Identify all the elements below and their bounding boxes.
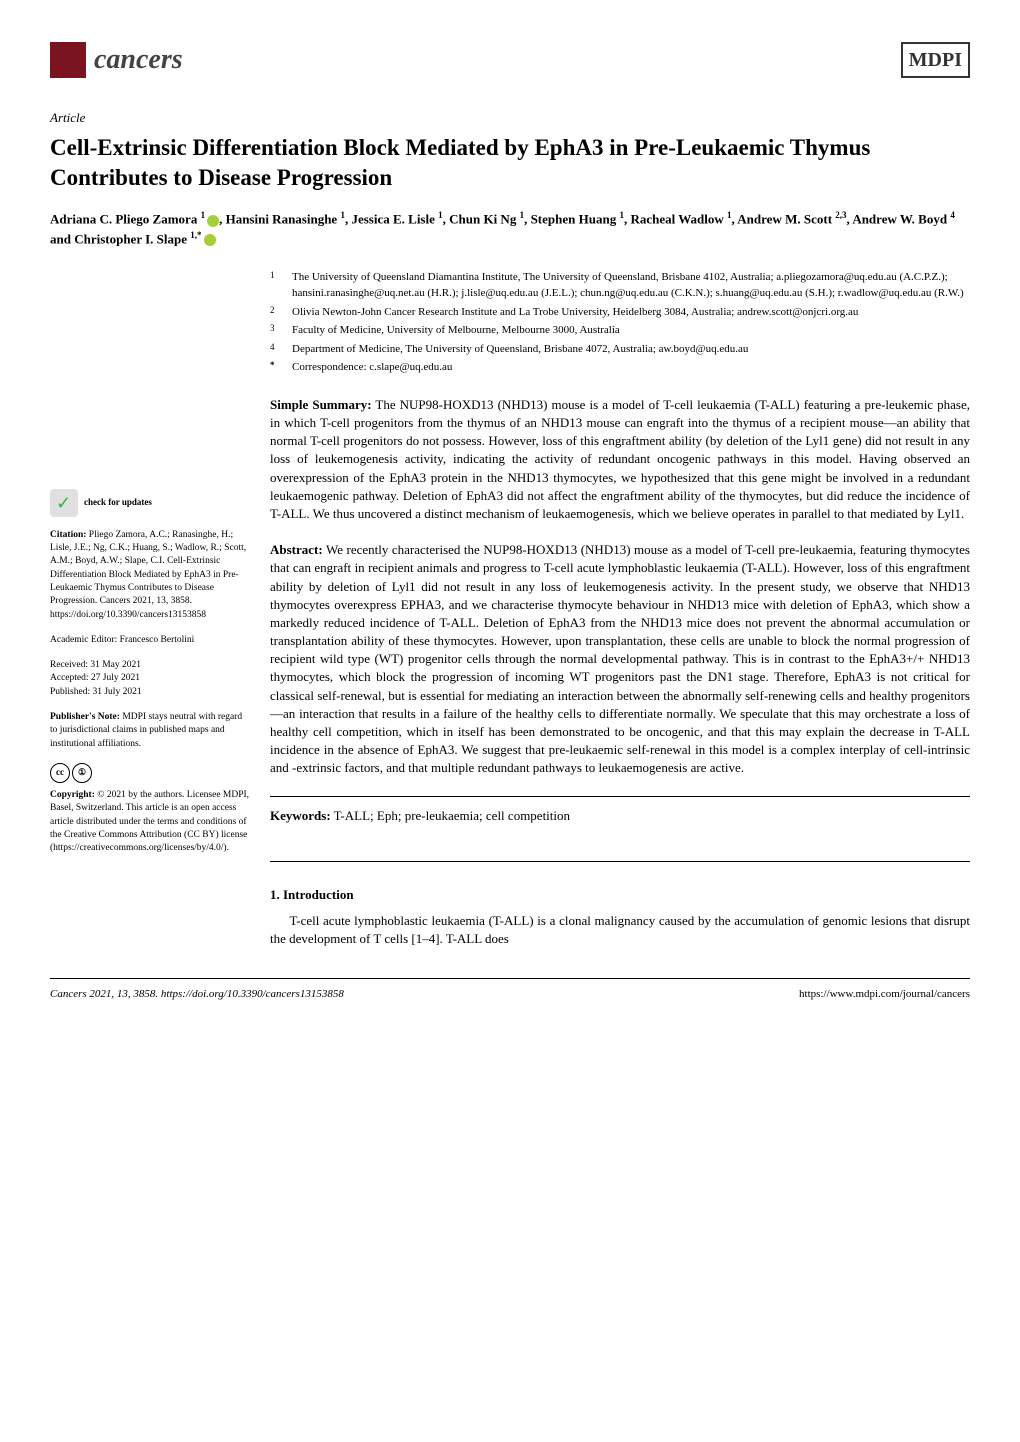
- orcid-icon: [207, 215, 219, 227]
- author-name: , Racheal Wadlow: [624, 211, 727, 226]
- main-column: 1 The University of Queensland Diamantin…: [270, 269, 970, 949]
- page-header: cancers MDPI: [50, 40, 970, 79]
- affiliation-row: 2 Olivia Newton-John Cancer Research Ins…: [270, 304, 970, 321]
- author-affil-sup: 1,*: [190, 230, 201, 240]
- affiliation-row: 1 The University of Queensland Diamantin…: [270, 269, 970, 302]
- received-date: Received: 31 May 2021: [50, 659, 250, 672]
- sidebar-column: check for updates Citation: Pliego Zamor…: [50, 269, 250, 949]
- affil-num: *: [270, 359, 282, 376]
- abstract-label: Abstract:: [270, 542, 323, 557]
- editor-block: Academic Editor: Francesco Bertolini: [50, 634, 250, 647]
- author-name: and Christopher I. Slape: [50, 231, 190, 246]
- affiliations-list: 1 The University of Queensland Diamantin…: [270, 269, 970, 376]
- publisher-note-block: Publisher's Note: MDPI stays neutral wit…: [50, 711, 250, 751]
- author-affil-sup: 1: [201, 210, 206, 220]
- affil-num: 4: [270, 341, 282, 358]
- author-name: , Andrew W. Boyd: [847, 211, 951, 226]
- publisher-note-label: Publisher's Note:: [50, 712, 120, 722]
- content-columns: check for updates Citation: Pliego Zamor…: [50, 269, 970, 949]
- published-date: Published: 31 July 2021: [50, 686, 250, 699]
- author-name: , Stephen Huang: [524, 211, 619, 226]
- author-affil-sup: 4: [950, 210, 955, 220]
- footer-left: Cancers 2021, 13, 3858. https://doi.org/…: [50, 987, 344, 1002]
- accepted-date: Accepted: 27 July 2021: [50, 672, 250, 685]
- affiliation-row: 3 Faculty of Medicine, University of Mel…: [270, 322, 970, 339]
- affil-num: 1: [270, 269, 282, 302]
- divider: [270, 861, 970, 862]
- abstract-block: Abstract: We recently characterised the …: [270, 541, 970, 777]
- cc-icon: cc: [50, 763, 70, 783]
- cc-license-icons: cc ①: [50, 763, 250, 783]
- author-name: , Andrew M. Scott: [732, 211, 836, 226]
- simple-summary-text: The NUP98-HOXD13 (NHD13) mouse is a mode…: [270, 397, 970, 521]
- citation-text: Pliego Zamora, A.C.; Ranasinghe, H.; Lis…: [50, 530, 246, 620]
- journal-name: cancers: [94, 40, 183, 79]
- section-heading: 1. Introduction: [270, 886, 970, 904]
- keywords-label: Keywords:: [270, 808, 331, 823]
- author-affil-sup: 2,3: [835, 210, 846, 220]
- editor-label: Academic Editor:: [50, 635, 117, 645]
- affiliation-row: 4 Department of Medicine, The University…: [270, 341, 970, 358]
- affil-text: Faculty of Medicine, University of Melbo…: [292, 322, 620, 339]
- publisher-logo: MDPI: [901, 42, 970, 78]
- affiliation-row: * Correspondence: c.slape@uq.edu.au: [270, 359, 970, 376]
- affil-num: 3: [270, 322, 282, 339]
- editor-name: Francesco Bertolini: [117, 635, 194, 645]
- article-title: Cell-Extrinsic Differentiation Block Med…: [50, 133, 970, 193]
- orcid-icon: [204, 234, 216, 246]
- citation-block: Citation: Pliego Zamora, A.C.; Ranasingh…: [50, 529, 250, 622]
- check-icon: [50, 489, 78, 517]
- copyright-block: Copyright: © 2021 by the authors. Licens…: [50, 789, 250, 855]
- check-updates-badge[interactable]: check for updates: [50, 489, 250, 517]
- citation-label: Citation:: [50, 530, 86, 540]
- affil-text: The University of Queensland Diamantina …: [292, 269, 970, 302]
- divider: [270, 796, 970, 797]
- affil-text: Department of Medicine, The University o…: [292, 341, 748, 358]
- affil-num: 2: [270, 304, 282, 321]
- affil-text: Olivia Newton-John Cancer Research Insti…: [292, 304, 858, 321]
- by-icon: ①: [72, 763, 92, 783]
- page-footer: Cancers 2021, 13, 3858. https://doi.org/…: [50, 978, 970, 1002]
- simple-summary-block: Simple Summary: The NUP98-HOXD13 (NHD13)…: [270, 396, 970, 523]
- dates-block: Received: 31 May 2021 Accepted: 27 July …: [50, 659, 250, 699]
- author-name: , Hansini Ranasinghe: [219, 211, 340, 226]
- footer-right: https://www.mdpi.com/journal/cancers: [799, 987, 970, 1002]
- author-name: Adriana C. Pliego Zamora: [50, 211, 201, 226]
- authors-list: Adriana C. Pliego Zamora 1 , Hansini Rana…: [50, 209, 970, 249]
- journal-logo: cancers: [50, 40, 183, 79]
- affil-text: Correspondence: c.slape@uq.edu.au: [292, 359, 452, 376]
- author-name: , Chun Ki Ng: [443, 211, 520, 226]
- intro-section: 1. Introduction T-cell acute lymphoblast…: [270, 886, 970, 949]
- check-updates-text: check for updates: [84, 498, 152, 508]
- copyright-label: Copyright:: [50, 790, 95, 800]
- journal-icon: [50, 42, 86, 78]
- simple-summary-label: Simple Summary:: [270, 397, 372, 412]
- keywords-text: T-ALL; Eph; pre-leukaemia; cell competit…: [331, 808, 570, 823]
- article-type: Article: [50, 109, 970, 127]
- abstract-text: We recently characterised the NUP98-HOXD…: [270, 542, 970, 775]
- section-body: T-cell acute lymphoblastic leukaemia (T-…: [270, 912, 970, 948]
- keywords-block: Keywords: T-ALL; Eph; pre-leukaemia; cel…: [270, 807, 970, 831]
- author-name: , Jessica E. Lisle: [345, 211, 438, 226]
